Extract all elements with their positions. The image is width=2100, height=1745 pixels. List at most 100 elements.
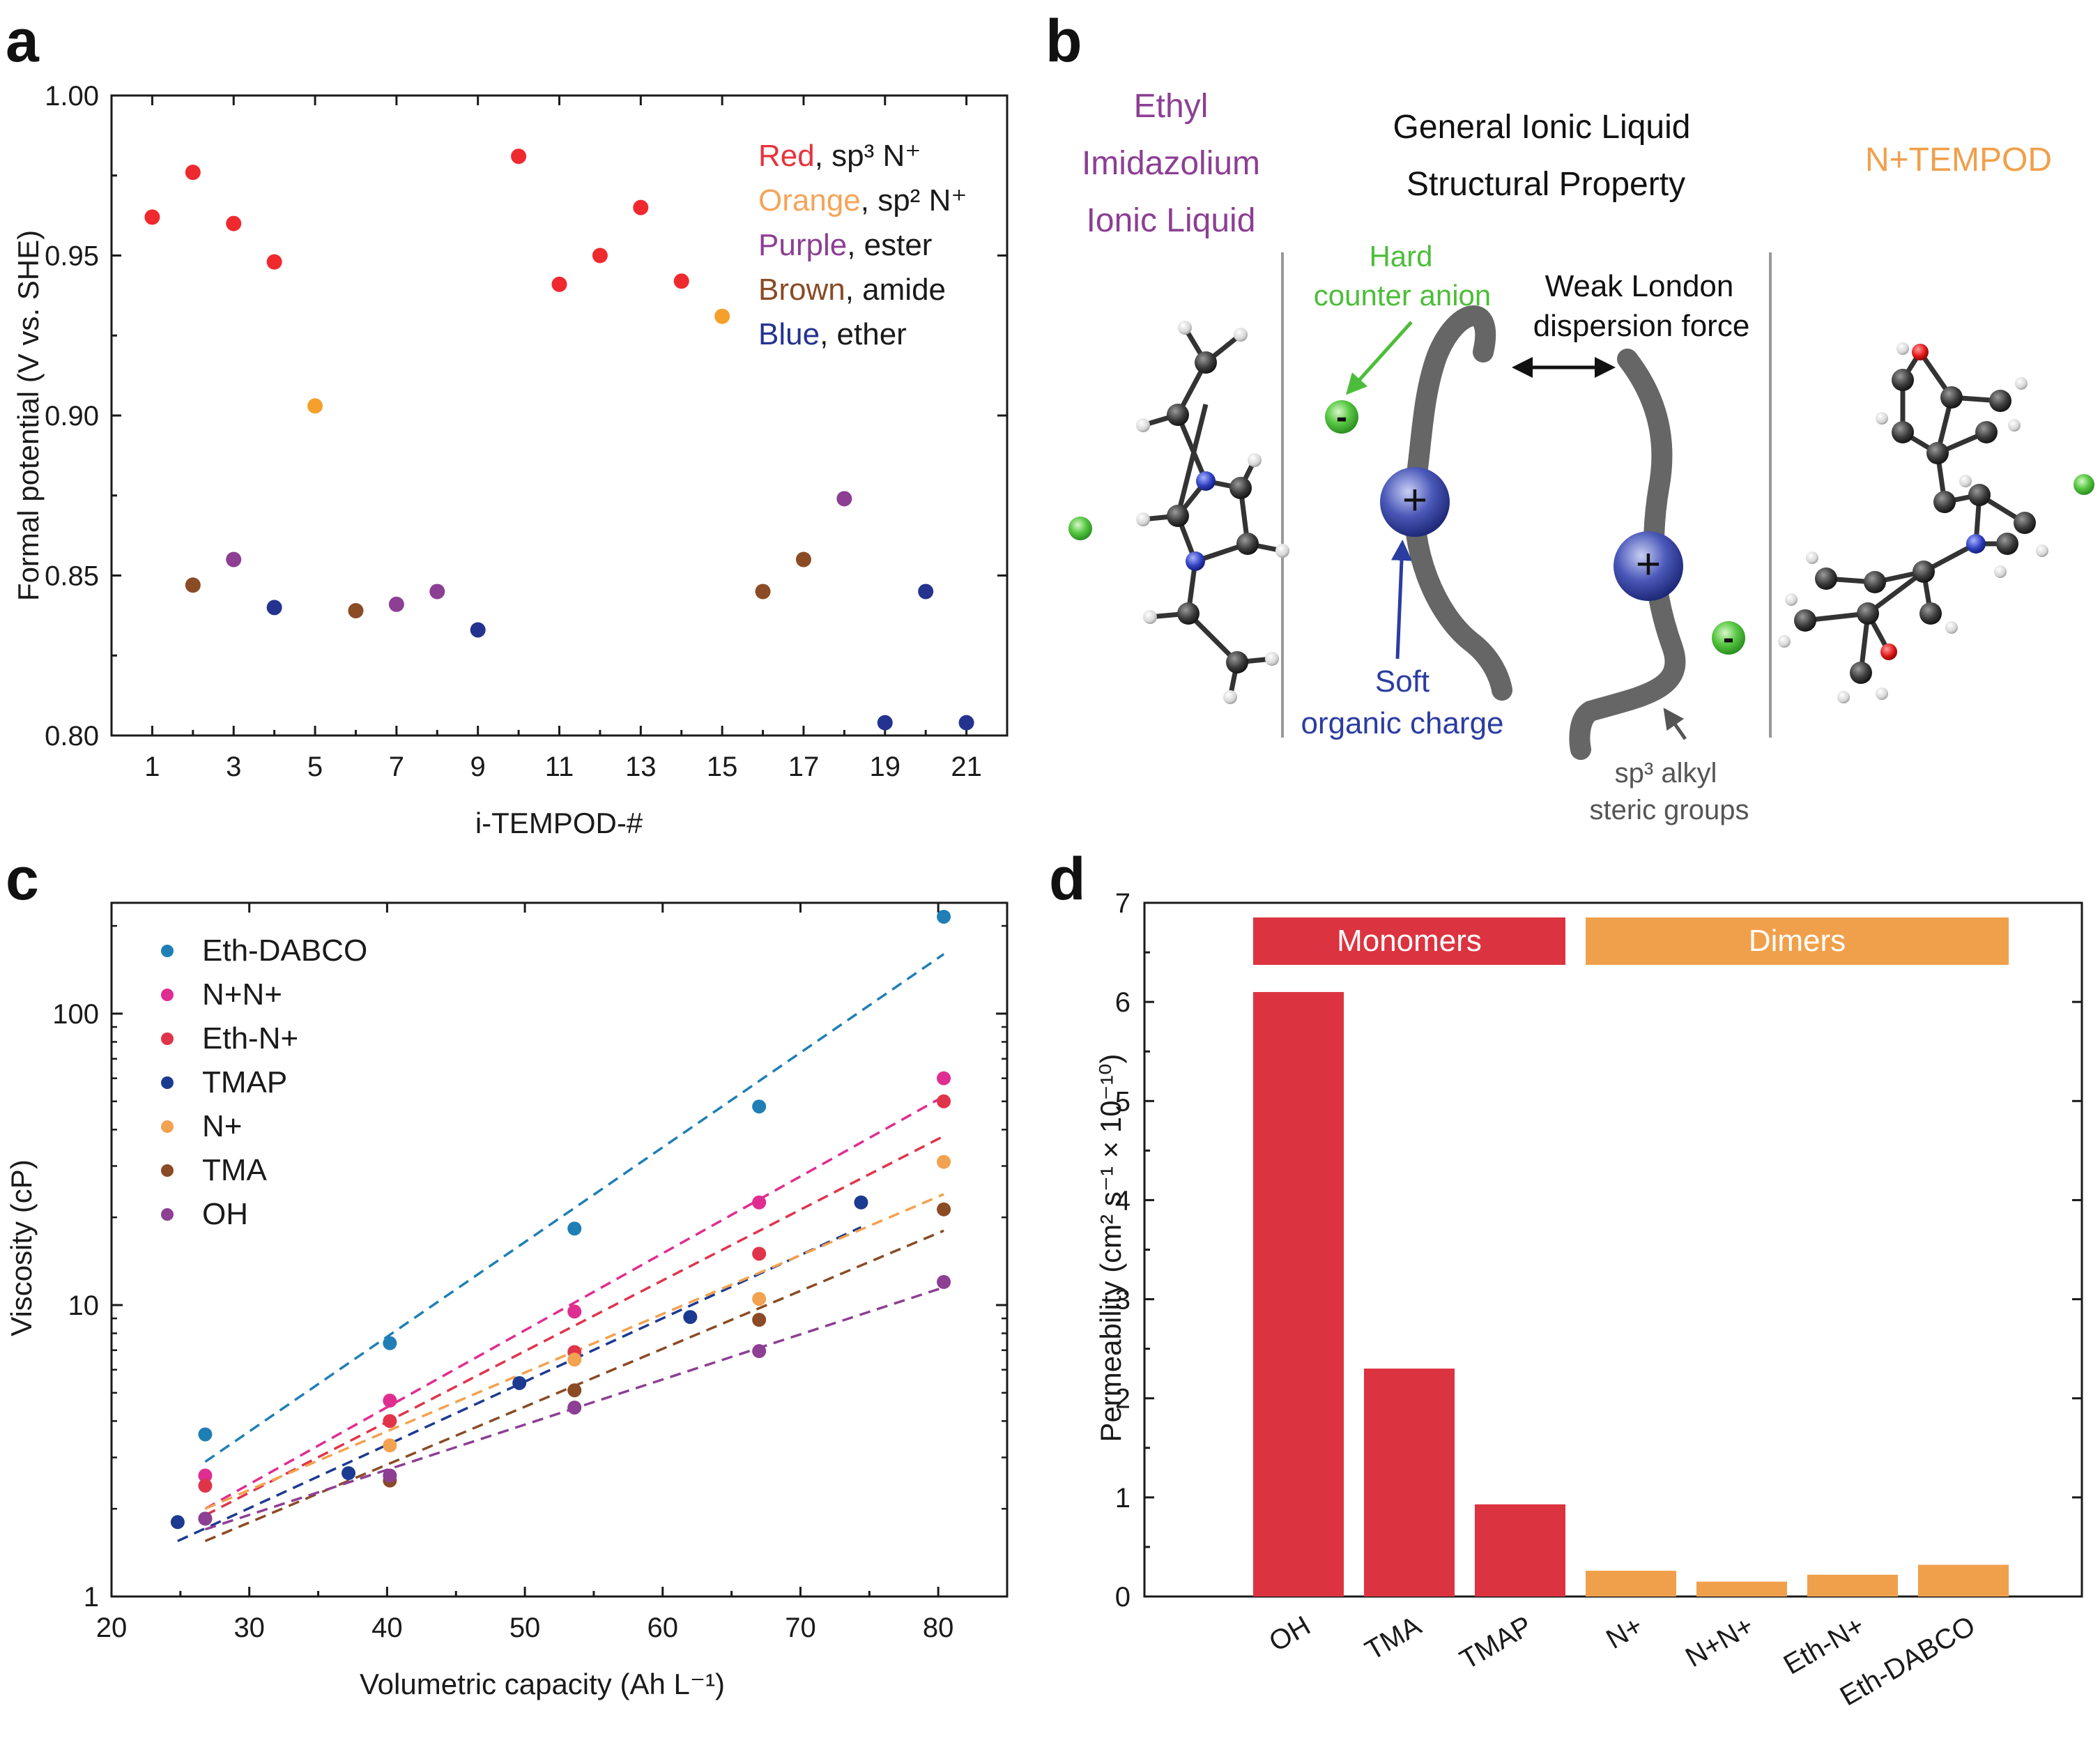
b-center-title-1: General Ionic Liquid	[1393, 109, 1691, 146]
a-legend-name: Red	[758, 139, 815, 173]
c-legend-marker	[161, 1032, 174, 1045]
d-ytick-label: 3	[1115, 1285, 1131, 1316]
c-xtick-label: 20	[96, 1613, 128, 1643]
c-legend-label: Eth-N+	[202, 1021, 298, 1056]
b-steric-arrow	[1663, 708, 1687, 740]
b-chain-right	[1569, 349, 1686, 760]
a-xtick-label: 9	[470, 752, 486, 782]
c-ytick-label: 100	[52, 999, 99, 1030]
b-cation-left-sign: +	[1402, 476, 1427, 524]
a-legend-entry: Blue, ether	[758, 317, 907, 351]
a-xtick-label: 7	[389, 752, 404, 782]
c-xtick-label: 50	[509, 1613, 541, 1643]
c-legend-label: N+	[202, 1109, 242, 1143]
b-left-title-1: Ethyl	[1134, 88, 1209, 125]
c-point	[383, 1438, 397, 1453]
d-bar	[1696, 1581, 1787, 1597]
c-point	[937, 909, 951, 924]
b-right-title: N+TEMPOD	[1865, 142, 2052, 178]
d-category-label: N+N+	[1680, 1610, 1758, 1673]
a-ytick-label: 0.85	[45, 561, 99, 592]
d-ytick-label: 7	[1115, 888, 1131, 919]
c-legend-marker	[161, 1076, 174, 1089]
panel-a-chart: 1 3 5 7 9 11 13 15 17 19 210.800.850.900.951.00 Fo…	[12, 81, 1009, 839]
panel-a-ticks: 1 3 5 7 9 11 13 15 17 19 210.800.850.900.951.00	[45, 81, 1007, 782]
b-anion-bottom-sign: -	[1723, 620, 1734, 657]
a-point	[388, 596, 404, 612]
a-xtick-label: 13	[625, 752, 657, 782]
a-point	[226, 551, 242, 567]
a-point	[266, 254, 282, 270]
c-xtick-label: 70	[785, 1613, 816, 1643]
a-legend-desc: , sp² N⁺	[861, 183, 967, 218]
panel-c-ticks: 20 30 40 50 60 70 80 1 10 100	[52, 903, 1009, 1643]
a-point	[755, 584, 771, 600]
a-legend-desc: , amide	[845, 273, 946, 307]
panel-d-bars: OH TMA TMAP N+ N+N+ Eth-N+Eth-DABCO	[1253, 991, 2009, 1712]
c-point	[937, 1094, 951, 1108]
c-legend-marker	[161, 945, 174, 957]
c-legend-marker	[161, 1164, 174, 1177]
b-weak-london-2: dispersion force	[1533, 309, 1750, 343]
panel-c-chart: 20 30 40 50 60 70 80 1 10 100 Viscosity (cP) Volu…	[5, 901, 1009, 1700]
a-point	[958, 715, 974, 731]
a-xtick-label: 5	[307, 752, 323, 782]
b-cation-right-sign: +	[1636, 540, 1661, 588]
b-right-anion-icon	[2074, 474, 2094, 495]
a-ytick-label: 0.90	[45, 401, 99, 432]
a-ytick-label: 0.95	[45, 241, 99, 272]
c-point	[752, 1344, 767, 1359]
c-xtick-label: 80	[923, 1613, 954, 1643]
b-left-title-2: Imidazolium	[1082, 145, 1260, 182]
c-legend-label: TMAP	[202, 1065, 287, 1099]
c-fit-line	[177, 1226, 862, 1543]
c-point	[170, 1515, 185, 1530]
a-legend-entry: Brown, amide	[758, 273, 946, 307]
panel-c-frame	[110, 901, 1009, 1598]
d-category-label: OH	[1264, 1610, 1316, 1658]
d-bar	[1586, 1571, 1676, 1597]
a-legend-desc: , ester	[847, 228, 932, 262]
d-ytick-label: 4	[1115, 1185, 1131, 1216]
c-point	[198, 1468, 213, 1483]
c-legend-marker	[161, 1120, 174, 1133]
c-ytick-label: 1	[84, 1582, 99, 1613]
b-center-title-2: Structural Property	[1407, 166, 1685, 203]
panel-d-ylabel: Permeability (cm² s⁻¹ × 10⁻¹⁰)	[1094, 1053, 1127, 1442]
c-point	[567, 1400, 582, 1415]
a-legend-name: Brown	[758, 273, 845, 307]
panel-a-legend: Red, sp³ N⁺Orange, sp² N⁺Purple, esterBr…	[758, 139, 967, 351]
c-fit-line	[204, 953, 945, 1463]
c-ytick-label: 10	[68, 1290, 100, 1321]
c-point	[567, 1304, 582, 1319]
d-category-label: Eth-N+	[1779, 1610, 1870, 1681]
b-hard-anion-1: Hard	[1369, 240, 1432, 273]
imidazolium-molecule	[1136, 321, 1289, 704]
a-xtick-label: 3	[226, 752, 241, 782]
a-point	[511, 148, 527, 165]
a-point	[795, 551, 811, 567]
panel-a-points	[144, 148, 974, 731]
c-point	[198, 1479, 213, 1493]
panel-d-ticks: 0 1 2 3 4 5 6 7	[1115, 888, 2082, 1613]
d-group-box	[1253, 917, 1565, 965]
b-anion-bottom-icon	[1712, 621, 1745, 655]
panel-label-d: d	[1049, 846, 1086, 913]
c-point	[198, 1427, 213, 1442]
c-legend-label: Eth-DABCO	[202, 934, 367, 968]
d-ytick-label: 0	[1115, 1582, 1131, 1613]
a-legend-entry: Red, sp³ N⁺	[758, 139, 921, 173]
c-legend-marker	[161, 1208, 174, 1221]
c-point	[198, 1511, 213, 1526]
d-group-label: Monomers	[1337, 924, 1482, 958]
a-xtick-label: 17	[788, 752, 820, 782]
c-point	[383, 1414, 397, 1428]
a-point	[185, 577, 201, 593]
a-xtick-label: 15	[707, 752, 738, 782]
d-category-label: TMA	[1360, 1610, 1426, 1666]
a-legend-name: Blue	[758, 317, 820, 351]
c-xtick-label: 40	[371, 1613, 403, 1643]
a-point	[714, 308, 730, 324]
d-bar	[1253, 991, 1344, 1597]
d-category-label: N+	[1601, 1610, 1648, 1655]
